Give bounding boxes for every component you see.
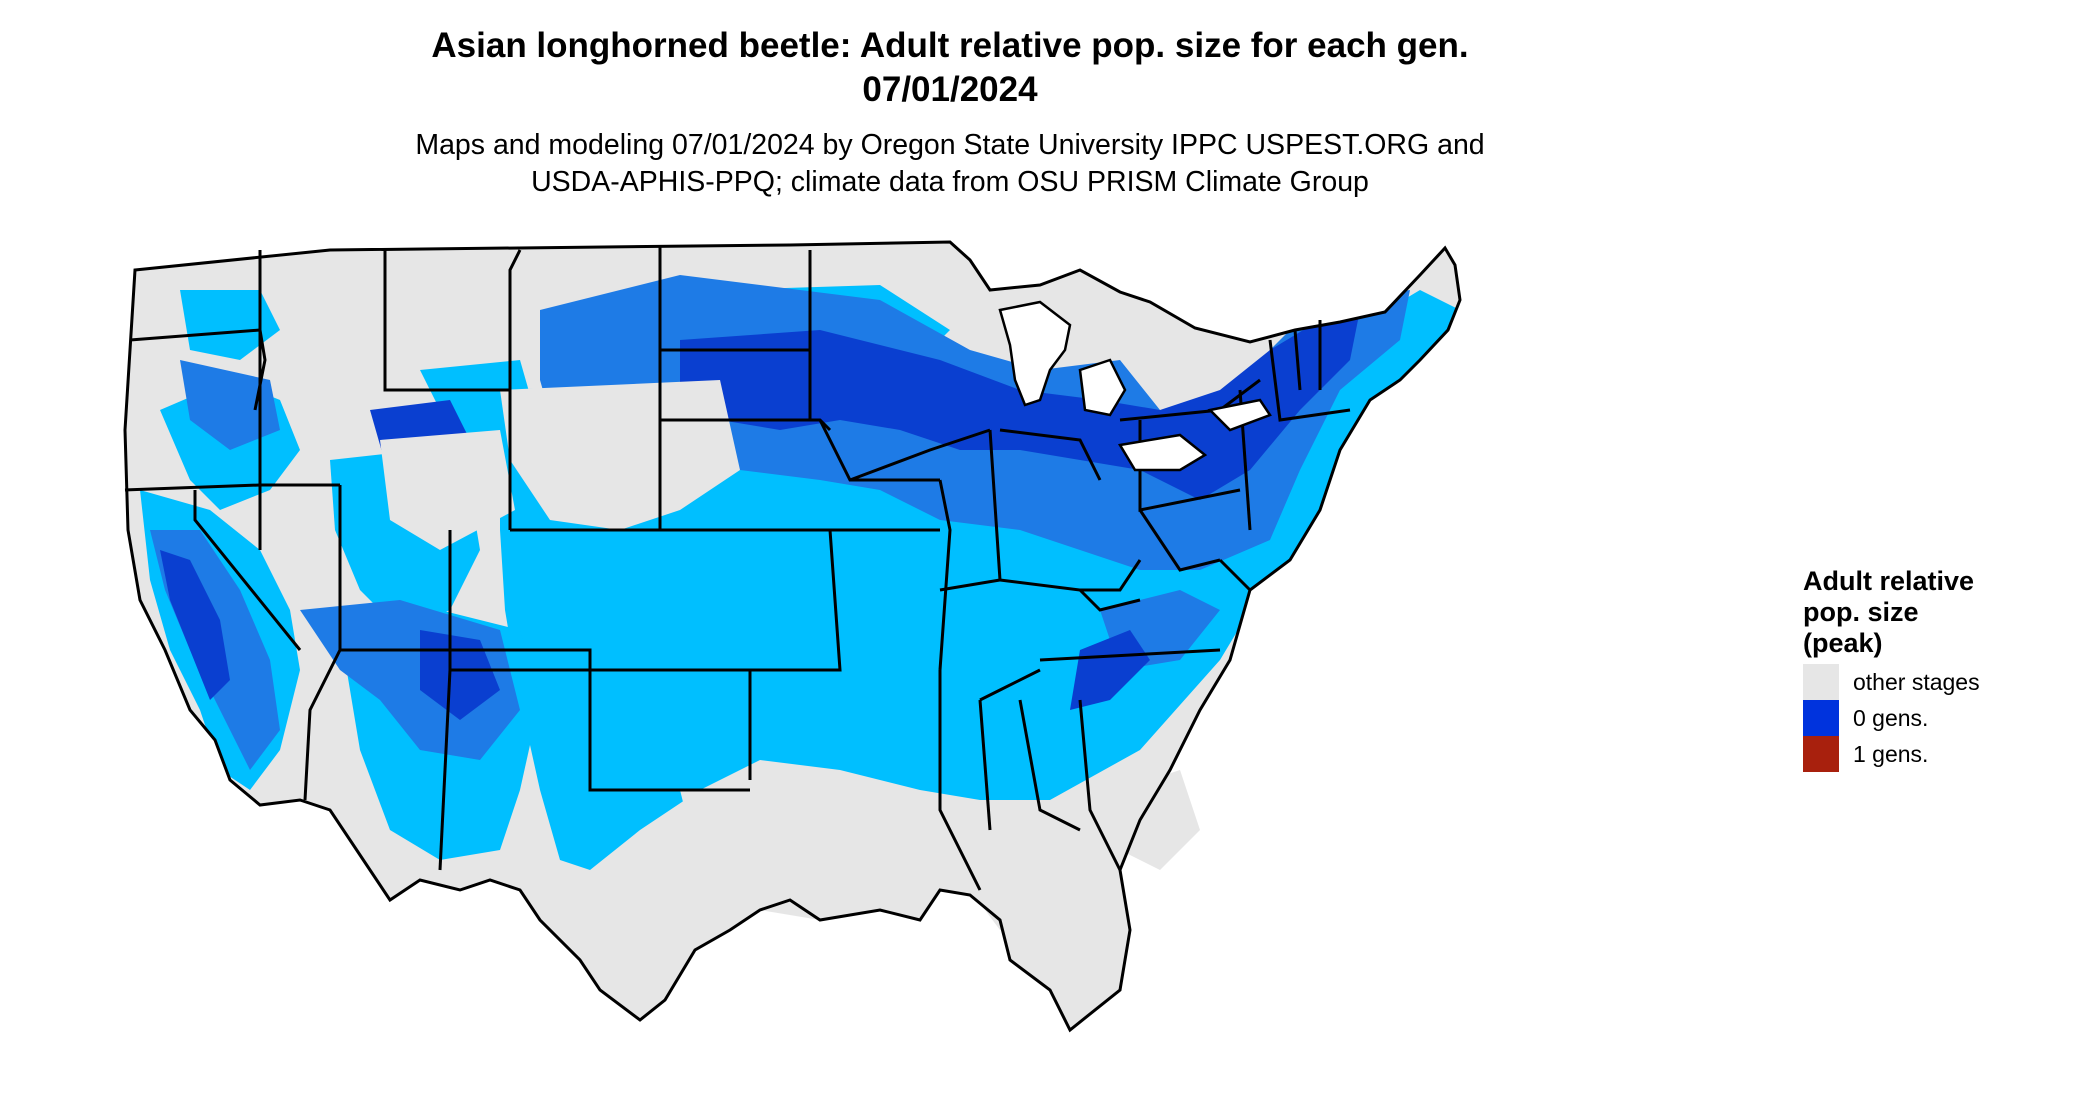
legend-swatch-other-stages [1803, 664, 1839, 700]
legend-title-line-2: pop. size [1803, 597, 1919, 627]
map-credit-line-1: Maps and modeling 07/01/2024 by Oregon S… [415, 129, 1485, 161]
legend-title-line-1: Adult relative [1803, 566, 1975, 596]
other-stage-patches [380, 380, 1200, 930]
legend-title-line-3: (peak) [1803, 628, 1883, 658]
legend-item-1-gens: 1 gens. [1803, 736, 1928, 772]
map-title: Asian longhorned beetle: Adult relative … [431, 26, 1469, 65]
state-borders [123, 240, 1462, 1033]
us-map [123, 240, 1462, 1033]
legend-swatch-0-gens [1803, 700, 1839, 736]
legend-item-0-gens: 0 gens. [1803, 700, 1928, 736]
legend-label-1-gens: 1 gens. [1853, 740, 1929, 767]
legend-title: Adult relative pop. size (peak) [1803, 566, 2063, 659]
legend-label-0-gens: 0 gens. [1853, 704, 1929, 731]
legend-swatch-1-gens [1803, 736, 1839, 772]
map-credit-line-2: USDA-APHIS-PPQ; climate data from OSU PR… [531, 166, 1369, 198]
legend-label-other-stages: other stages [1853, 668, 1980, 695]
map-date: 07/01/2024 [862, 70, 1038, 109]
great-lakes [998, 300, 1272, 472]
legend-item-other-stages: other stages [1803, 664, 1980, 700]
